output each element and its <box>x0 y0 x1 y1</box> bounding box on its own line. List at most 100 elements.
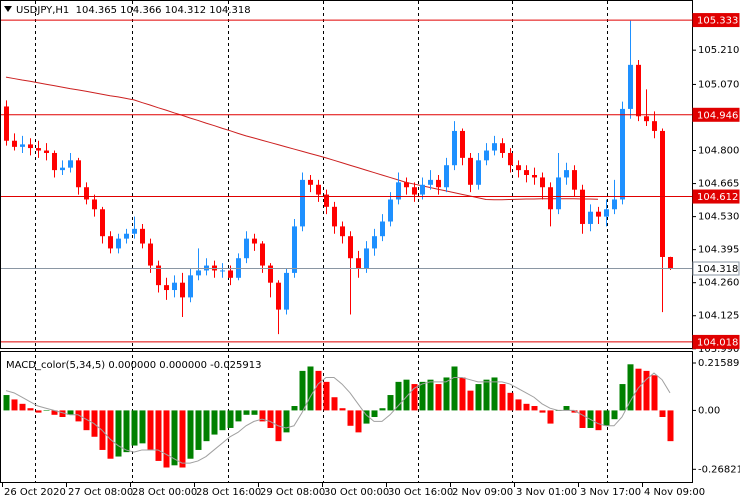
macd-bar <box>11 399 18 411</box>
level-box <box>692 189 740 204</box>
candle-body <box>308 179 313 185</box>
candle-body <box>588 211 593 224</box>
candle-body <box>348 236 353 259</box>
x-tick-label: 26 Oct 2020 <box>4 487 66 498</box>
indicator-tick-label: 0.00 <box>698 405 720 416</box>
x-tick-label: 3 Nov 01:00 <box>516 487 577 498</box>
macd-bar <box>155 410 162 461</box>
macd-bar <box>571 410 578 413</box>
y-tick-label: 104.665 <box>698 179 739 190</box>
candle-body <box>636 64 641 117</box>
candle-body <box>196 270 201 276</box>
macd-bar <box>283 410 290 433</box>
macd-bar <box>499 384 506 411</box>
candle-body <box>36 148 41 151</box>
candle-body <box>20 144 25 147</box>
macd-bar <box>259 410 266 422</box>
candle-body <box>252 238 257 244</box>
candle-body <box>84 187 89 200</box>
candle-body <box>60 167 65 171</box>
macd-bar <box>35 410 42 413</box>
candle-body <box>436 179 441 188</box>
candle-body <box>100 209 105 237</box>
candle-body <box>452 130 457 166</box>
y-tick-label: 103.990 <box>698 344 739 355</box>
macd-bar <box>451 366 458 411</box>
chart-title: USDJPY,H1 104.365 104.366 104.312 104.31… <box>16 5 251 16</box>
candle-body <box>116 238 121 249</box>
macd-bar <box>107 410 114 459</box>
candle-body <box>620 108 625 200</box>
macd-bar <box>467 390 474 411</box>
macd-bar <box>475 384 482 411</box>
macd-bar <box>307 366 314 411</box>
candle-body <box>604 209 609 217</box>
candle-body <box>140 228 145 244</box>
x-tick-label: 4 Nov 09:00 <box>644 487 705 498</box>
macd-bar <box>75 410 82 422</box>
candle-body <box>532 175 537 178</box>
candle-body <box>524 170 529 175</box>
macd-bar <box>563 406 570 411</box>
candle-body <box>292 226 297 273</box>
x-tick-label: 2 Nov 09:00 <box>452 487 513 498</box>
macd-bar <box>123 410 130 453</box>
candle-body <box>500 143 505 153</box>
indicator-title: MACD_color(5,34,5) 0.000000 0.000000 -0.… <box>6 360 262 371</box>
candle-body <box>4 106 9 141</box>
x-tick-label: 3 Nov 17:00 <box>580 487 641 498</box>
macd-bar <box>227 410 234 428</box>
candle-body <box>220 270 225 272</box>
candle-body <box>556 177 561 210</box>
menu-triangle[interactable] <box>4 6 12 12</box>
macd-bar <box>603 410 610 426</box>
macd-bar <box>19 403 26 411</box>
candle-body <box>52 152 57 171</box>
candle-body <box>644 116 649 122</box>
candle-body <box>548 187 553 210</box>
candle-body <box>468 157 473 185</box>
candle-body <box>380 221 385 237</box>
candle-body <box>244 238 249 259</box>
macd-bar <box>195 410 202 450</box>
macd-bar <box>579 410 586 428</box>
macd-bar <box>203 410 210 442</box>
candle-body <box>172 282 177 291</box>
macd-bar <box>371 410 378 417</box>
candle-body <box>428 179 433 185</box>
macd-bar <box>27 408 34 411</box>
macd-bar <box>595 410 602 431</box>
macd-bar <box>427 379 434 411</box>
candle-body <box>276 282 281 310</box>
candle-body <box>628 64 633 109</box>
candle-body <box>420 184 425 195</box>
macd-bar <box>507 392 514 411</box>
candle-body <box>652 121 657 131</box>
candle-body <box>596 211 601 217</box>
level-box <box>692 261 740 276</box>
macd-bar <box>243 410 250 415</box>
macd-bar <box>299 370 306 411</box>
macd-bar <box>667 410 674 442</box>
macd-bar <box>659 410 666 417</box>
macd-bar <box>219 410 226 431</box>
macd-bar <box>251 410 258 415</box>
signal-line <box>5 372 671 464</box>
candle-body <box>260 243 265 266</box>
price-panel-frame <box>0 0 693 349</box>
candle-body <box>364 248 369 269</box>
price-layer <box>1 19 692 343</box>
candle-body <box>124 233 129 239</box>
candle-body <box>28 144 33 149</box>
candle-body <box>132 228 137 234</box>
candle-body <box>148 243 153 266</box>
macd-bar <box>267 410 274 428</box>
macd-bar <box>59 410 66 417</box>
macd-bar <box>291 406 298 411</box>
x-tick-label: 27 Oct 08:00 <box>68 487 133 498</box>
axis-layer: 105.210 105.070 104.800 104.665 104.530 104.3… <box>2 13 740 498</box>
macd-bar <box>643 370 650 411</box>
candle-body <box>516 165 521 171</box>
macd-bar <box>635 368 642 411</box>
